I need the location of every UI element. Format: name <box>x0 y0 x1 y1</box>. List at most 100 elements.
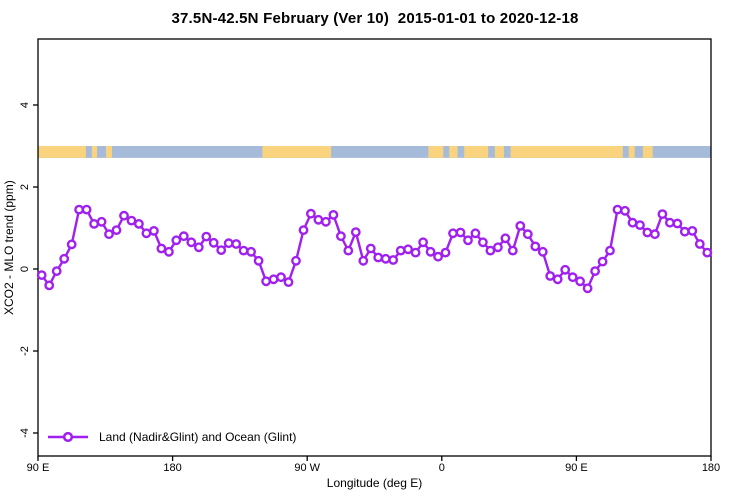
data-point-marker <box>410 247 421 258</box>
x-tick-label: 90 W <box>294 462 320 474</box>
data-point-marker <box>567 272 578 283</box>
x-tick-label: 180 <box>163 462 181 474</box>
data-point-marker <box>291 255 301 266</box>
y-tick-label: -4 <box>19 428 31 438</box>
data-point-marker <box>672 218 683 229</box>
data-point-marker <box>433 251 443 262</box>
data-point-marker <box>522 229 533 240</box>
data-point-marker <box>665 217 675 228</box>
map-strip-land-segment <box>642 146 653 158</box>
data-point-marker <box>283 277 294 287</box>
data-point-marker <box>560 264 571 275</box>
data-point-marker <box>642 227 653 238</box>
map-strip-land-segment <box>464 146 489 158</box>
data-point-marker <box>126 215 137 226</box>
data-point-marker <box>96 216 107 227</box>
x-tick-label: 0 <box>439 462 445 474</box>
data-point-marker <box>328 209 339 220</box>
data-point-marker <box>455 227 466 238</box>
data-point-marker <box>380 253 391 264</box>
data-point-marker <box>133 218 144 229</box>
data-point-marker <box>261 276 271 287</box>
x-tick-label: 90 E <box>565 462 588 474</box>
data-point-marker <box>313 214 324 225</box>
y-tick-label: 4 <box>19 102 31 108</box>
legend-label: Land (Nadir&Glint) and Ocean (Glint) <box>99 430 297 444</box>
data-point-marker <box>238 245 249 256</box>
legend: Land (Nadir&Glint) and Ocean (Glint) <box>47 429 296 445</box>
data-point-marker <box>223 238 234 249</box>
data-point-marker <box>66 239 77 250</box>
x-axis-title: Longitude (deg E) <box>326 476 423 490</box>
map-strip-land-segment <box>106 146 113 158</box>
plot-box <box>37 38 712 457</box>
chart-title: 37.5N-42.5N February (Ver 10) 2015-01-01… <box>171 10 579 27</box>
data-point-marker <box>612 204 623 215</box>
data-point-marker <box>448 228 458 239</box>
data-point-marker <box>679 226 690 237</box>
data-point-marker <box>193 242 204 253</box>
map-strip-land-segment <box>449 146 458 158</box>
data-point-marker <box>343 245 354 256</box>
data-point-marker <box>545 271 556 281</box>
data-point-marker <box>350 227 361 238</box>
map-strip-land-segment <box>494 146 504 158</box>
data-point-marker <box>51 266 62 276</box>
data-point-marker <box>515 220 526 231</box>
legend-key-icon <box>48 431 88 443</box>
data-point-marker <box>208 237 219 248</box>
data-point-marker <box>590 266 600 276</box>
data-point-marker <box>358 255 369 266</box>
data-point-marker <box>141 228 152 239</box>
data-point-marker <box>492 242 503 253</box>
data-point-marker <box>702 247 713 258</box>
data-point-marker <box>635 220 645 231</box>
data-point-marker <box>605 245 615 256</box>
y-tick-label: -2 <box>19 346 31 356</box>
data-point-marker <box>171 235 182 246</box>
data-point-marker <box>627 217 638 228</box>
data-point-marker <box>597 256 608 267</box>
data-point-marker <box>440 247 451 258</box>
data-point-marker <box>246 246 257 257</box>
data-point-marker <box>620 205 630 216</box>
data-point-marker <box>276 272 286 283</box>
data-point-marker <box>104 229 114 240</box>
data-point-marker <box>156 243 167 254</box>
data-point-marker <box>582 283 593 294</box>
legend-marker-sample <box>62 431 74 443</box>
map-strip-land-segment <box>510 146 623 158</box>
map-strip-land-segment <box>262 146 332 158</box>
data-point-marker <box>89 218 100 229</box>
data-point-marker <box>373 252 384 263</box>
x-tick-label: 180 <box>702 462 720 474</box>
map-strip-land-segment <box>38 146 86 158</box>
data-point-marker <box>463 235 473 246</box>
data-point-marker <box>305 208 316 219</box>
data-point-marker <box>119 210 129 221</box>
y-tick-label: 2 <box>19 184 31 190</box>
data-point-marker <box>231 239 242 249</box>
data-point-marker <box>687 225 698 236</box>
data-point-marker <box>477 237 488 248</box>
map-strip-land-segment <box>428 146 444 158</box>
data-point-marker <box>253 255 264 266</box>
data-point-marker <box>186 237 197 248</box>
data-point-marker <box>163 246 174 257</box>
data-point-marker <box>500 233 511 244</box>
data-point-marker <box>485 245 496 256</box>
data-point-marker <box>395 245 406 256</box>
data-point-marker <box>335 231 346 242</box>
data-point-marker <box>470 228 481 239</box>
data-point-marker <box>74 204 85 215</box>
data-point-marker <box>388 255 399 265</box>
data-point-marker <box>148 225 159 236</box>
data-point-marker <box>81 204 92 215</box>
data-point-marker <box>552 274 563 285</box>
data-point-marker <box>201 231 212 242</box>
data-point-marker <box>425 246 436 257</box>
data-point-marker <box>694 239 705 249</box>
data-point-marker <box>44 280 55 291</box>
